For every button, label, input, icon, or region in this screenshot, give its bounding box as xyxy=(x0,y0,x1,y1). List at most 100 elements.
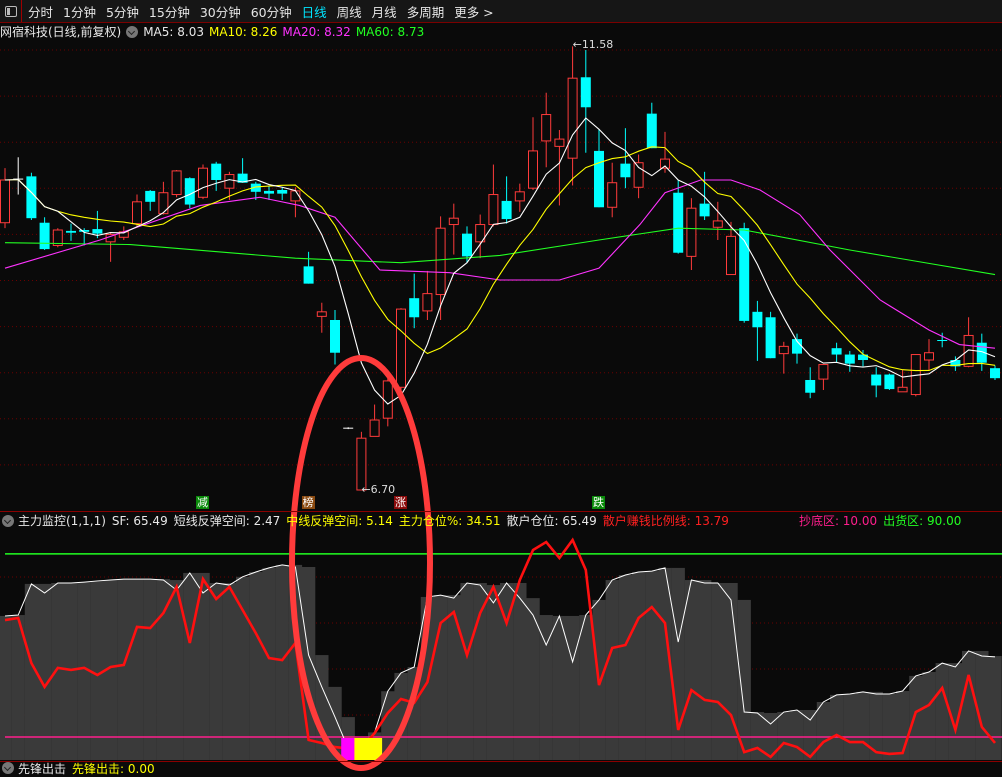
sf-area-bar xyxy=(222,582,237,760)
period-tab[interactable]: 日线 xyxy=(301,4,327,20)
candle-body xyxy=(567,77,578,159)
candle-body xyxy=(712,220,723,228)
sf-area-bar xyxy=(64,582,78,760)
candle xyxy=(356,431,367,491)
candle xyxy=(422,270,433,320)
sf-area-bar xyxy=(11,615,25,760)
retail-profit-value: 散户赚钱比例线: 13.79 xyxy=(602,514,729,528)
candle-body xyxy=(171,170,182,196)
candle xyxy=(514,183,525,212)
candle xyxy=(937,332,948,348)
bottom-indicator-name[interactable]: 先锋出击 xyxy=(18,761,67,776)
sf-area-bar xyxy=(671,567,685,760)
candle-body xyxy=(844,354,855,364)
bottom-indicator-value: 先锋出击: 0.00 xyxy=(72,761,155,776)
candle xyxy=(171,170,182,198)
candle xyxy=(79,228,90,246)
sf-area-bar xyxy=(447,595,461,760)
candle-body xyxy=(501,200,512,220)
sf-area-bar xyxy=(856,691,870,760)
bottom-signal-block xyxy=(367,738,383,760)
indicator-lines xyxy=(4,537,1002,760)
sf-area-bar xyxy=(183,572,197,760)
bottom-dropdown-icon[interactable] xyxy=(2,762,14,774)
sf-area-bar xyxy=(777,712,791,760)
sf-area-bar xyxy=(830,694,844,760)
candle-body xyxy=(620,163,631,178)
sf-area-bar xyxy=(156,579,171,760)
candle xyxy=(303,251,314,284)
candle xyxy=(765,311,776,359)
candle-body xyxy=(752,311,763,328)
max-price-value: 11.58 xyxy=(581,38,614,52)
candle-body xyxy=(976,342,987,363)
candle-body xyxy=(871,374,882,386)
period-tab[interactable]: 月线 xyxy=(371,4,397,20)
sf-area-bar xyxy=(90,580,105,760)
candle-body xyxy=(594,150,604,208)
candle xyxy=(580,50,591,153)
candle xyxy=(330,310,340,365)
period-tab[interactable]: 30分钟 xyxy=(199,4,241,20)
period-tab[interactable]: 更多 > xyxy=(454,4,494,20)
candle xyxy=(501,176,512,224)
sf-area-bar xyxy=(711,582,725,760)
candle xyxy=(13,157,24,195)
sf-area-bar xyxy=(104,580,118,760)
candle xyxy=(541,92,552,168)
indicator-name[interactable]: 主力监控(1,1,1) xyxy=(18,514,106,528)
candle xyxy=(211,161,222,191)
sf-area-bar xyxy=(486,585,501,760)
candle-body xyxy=(646,113,657,149)
candle xyxy=(237,158,248,183)
candle-body xyxy=(686,207,697,257)
ma60-line xyxy=(4,227,996,276)
candle xyxy=(871,367,882,398)
period-tab[interactable]: 15分钟 xyxy=(148,4,190,20)
candle-body xyxy=(198,167,208,198)
candle-body xyxy=(765,317,776,359)
period-tab[interactable]: 60分钟 xyxy=(250,4,292,20)
signal-marker: 榜 xyxy=(301,496,315,509)
candle xyxy=(488,164,499,227)
indicator-dropdown-icon[interactable] xyxy=(2,514,14,527)
candle-body xyxy=(264,190,274,194)
sf-area-bar xyxy=(196,572,210,760)
candle-body xyxy=(396,308,406,388)
stock-title: 网宿科技(日线,前复权) xyxy=(0,25,122,39)
candle-body xyxy=(831,348,842,355)
candle xyxy=(976,333,987,371)
period-tab[interactable]: 1分钟 xyxy=(63,4,96,20)
period-toolbar: 分时 1分钟 5分钟 15分钟 30分钟 60分钟 日线 周线 月线 多周期 更多 > xyxy=(0,0,1002,23)
sf-area-bar xyxy=(130,579,144,760)
period-tab[interactable]: 多周期 xyxy=(406,4,445,20)
panel-toggle-icon[interactable] xyxy=(0,0,22,22)
candle xyxy=(726,221,736,276)
candle-body xyxy=(607,182,618,208)
candle-body xyxy=(462,233,472,257)
sf-area-bar xyxy=(579,615,593,760)
candle xyxy=(396,308,406,390)
signal-marker: 跌 xyxy=(592,496,605,509)
sf-area-bar xyxy=(117,579,131,760)
candle-body xyxy=(435,227,446,296)
sf-area-bar xyxy=(750,712,765,760)
min-price-label: ←6.70 xyxy=(361,483,396,496)
candle-body xyxy=(699,203,710,217)
sf-area-bar xyxy=(684,580,699,760)
sf-area-bar xyxy=(962,650,976,760)
sf-area-bar xyxy=(645,571,659,760)
period-tab[interactable]: 5分钟 xyxy=(105,4,139,20)
dropdown-icon[interactable] xyxy=(126,25,139,38)
ma5-value: MA5: 8.03 xyxy=(143,24,204,39)
period-tab[interactable]: 周线 xyxy=(336,4,362,20)
candle xyxy=(990,365,1000,380)
period-tab[interactable]: 分时 xyxy=(28,4,54,20)
price-grid xyxy=(0,49,1002,466)
candle-body xyxy=(66,230,76,233)
candle-body xyxy=(224,174,235,189)
candle xyxy=(277,187,288,200)
sf-area-bar xyxy=(249,572,263,760)
candle xyxy=(950,356,961,371)
